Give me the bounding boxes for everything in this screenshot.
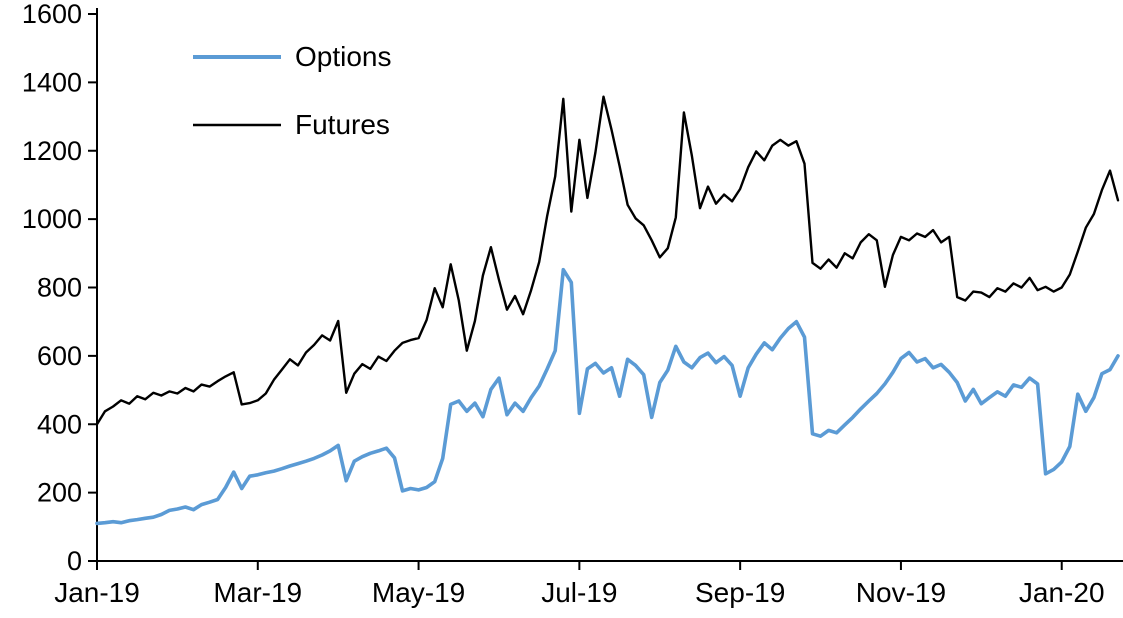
y-axis-tick-label: 600 (37, 341, 82, 371)
legend-item-futures: Futures (193, 110, 392, 140)
x-axis-tick-label: Jul-19 (541, 577, 617, 608)
y-axis-tick-label: 0 (67, 546, 82, 576)
futures-line (95, 95, 1120, 426)
y-axis-tick-label: 1000 (22, 204, 82, 234)
options-line-swatch (193, 55, 281, 59)
x-axis-tick-label: Jan-19 (54, 577, 140, 608)
legend-label-options: Options (295, 41, 392, 72)
futures-line-swatch (193, 123, 281, 127)
chart-legend: Options Futures (193, 42, 392, 140)
options-line (95, 267, 1120, 526)
x-axis-tick-label: Sep-19 (695, 577, 785, 608)
y-axis-tick-label: 800 (37, 273, 82, 303)
legend-label-futures: Futures (295, 109, 390, 140)
y-axis-tick-label: 200 (37, 478, 82, 508)
x-axis-tick-label: May-19 (372, 577, 465, 608)
legend-item-options: Options (193, 42, 392, 72)
y-axis-tick-label: 1200 (22, 136, 82, 166)
x-axis-tick-label: Jan-20 (1019, 577, 1105, 608)
x-axis-tick-label: Mar-19 (213, 577, 302, 608)
y-axis-tick-label: 1600 (22, 0, 82, 29)
y-axis-tick-label: 400 (37, 409, 82, 439)
y-axis-tick-label: 1400 (22, 67, 82, 97)
x-axis-tick-label: Nov-19 (856, 577, 946, 608)
